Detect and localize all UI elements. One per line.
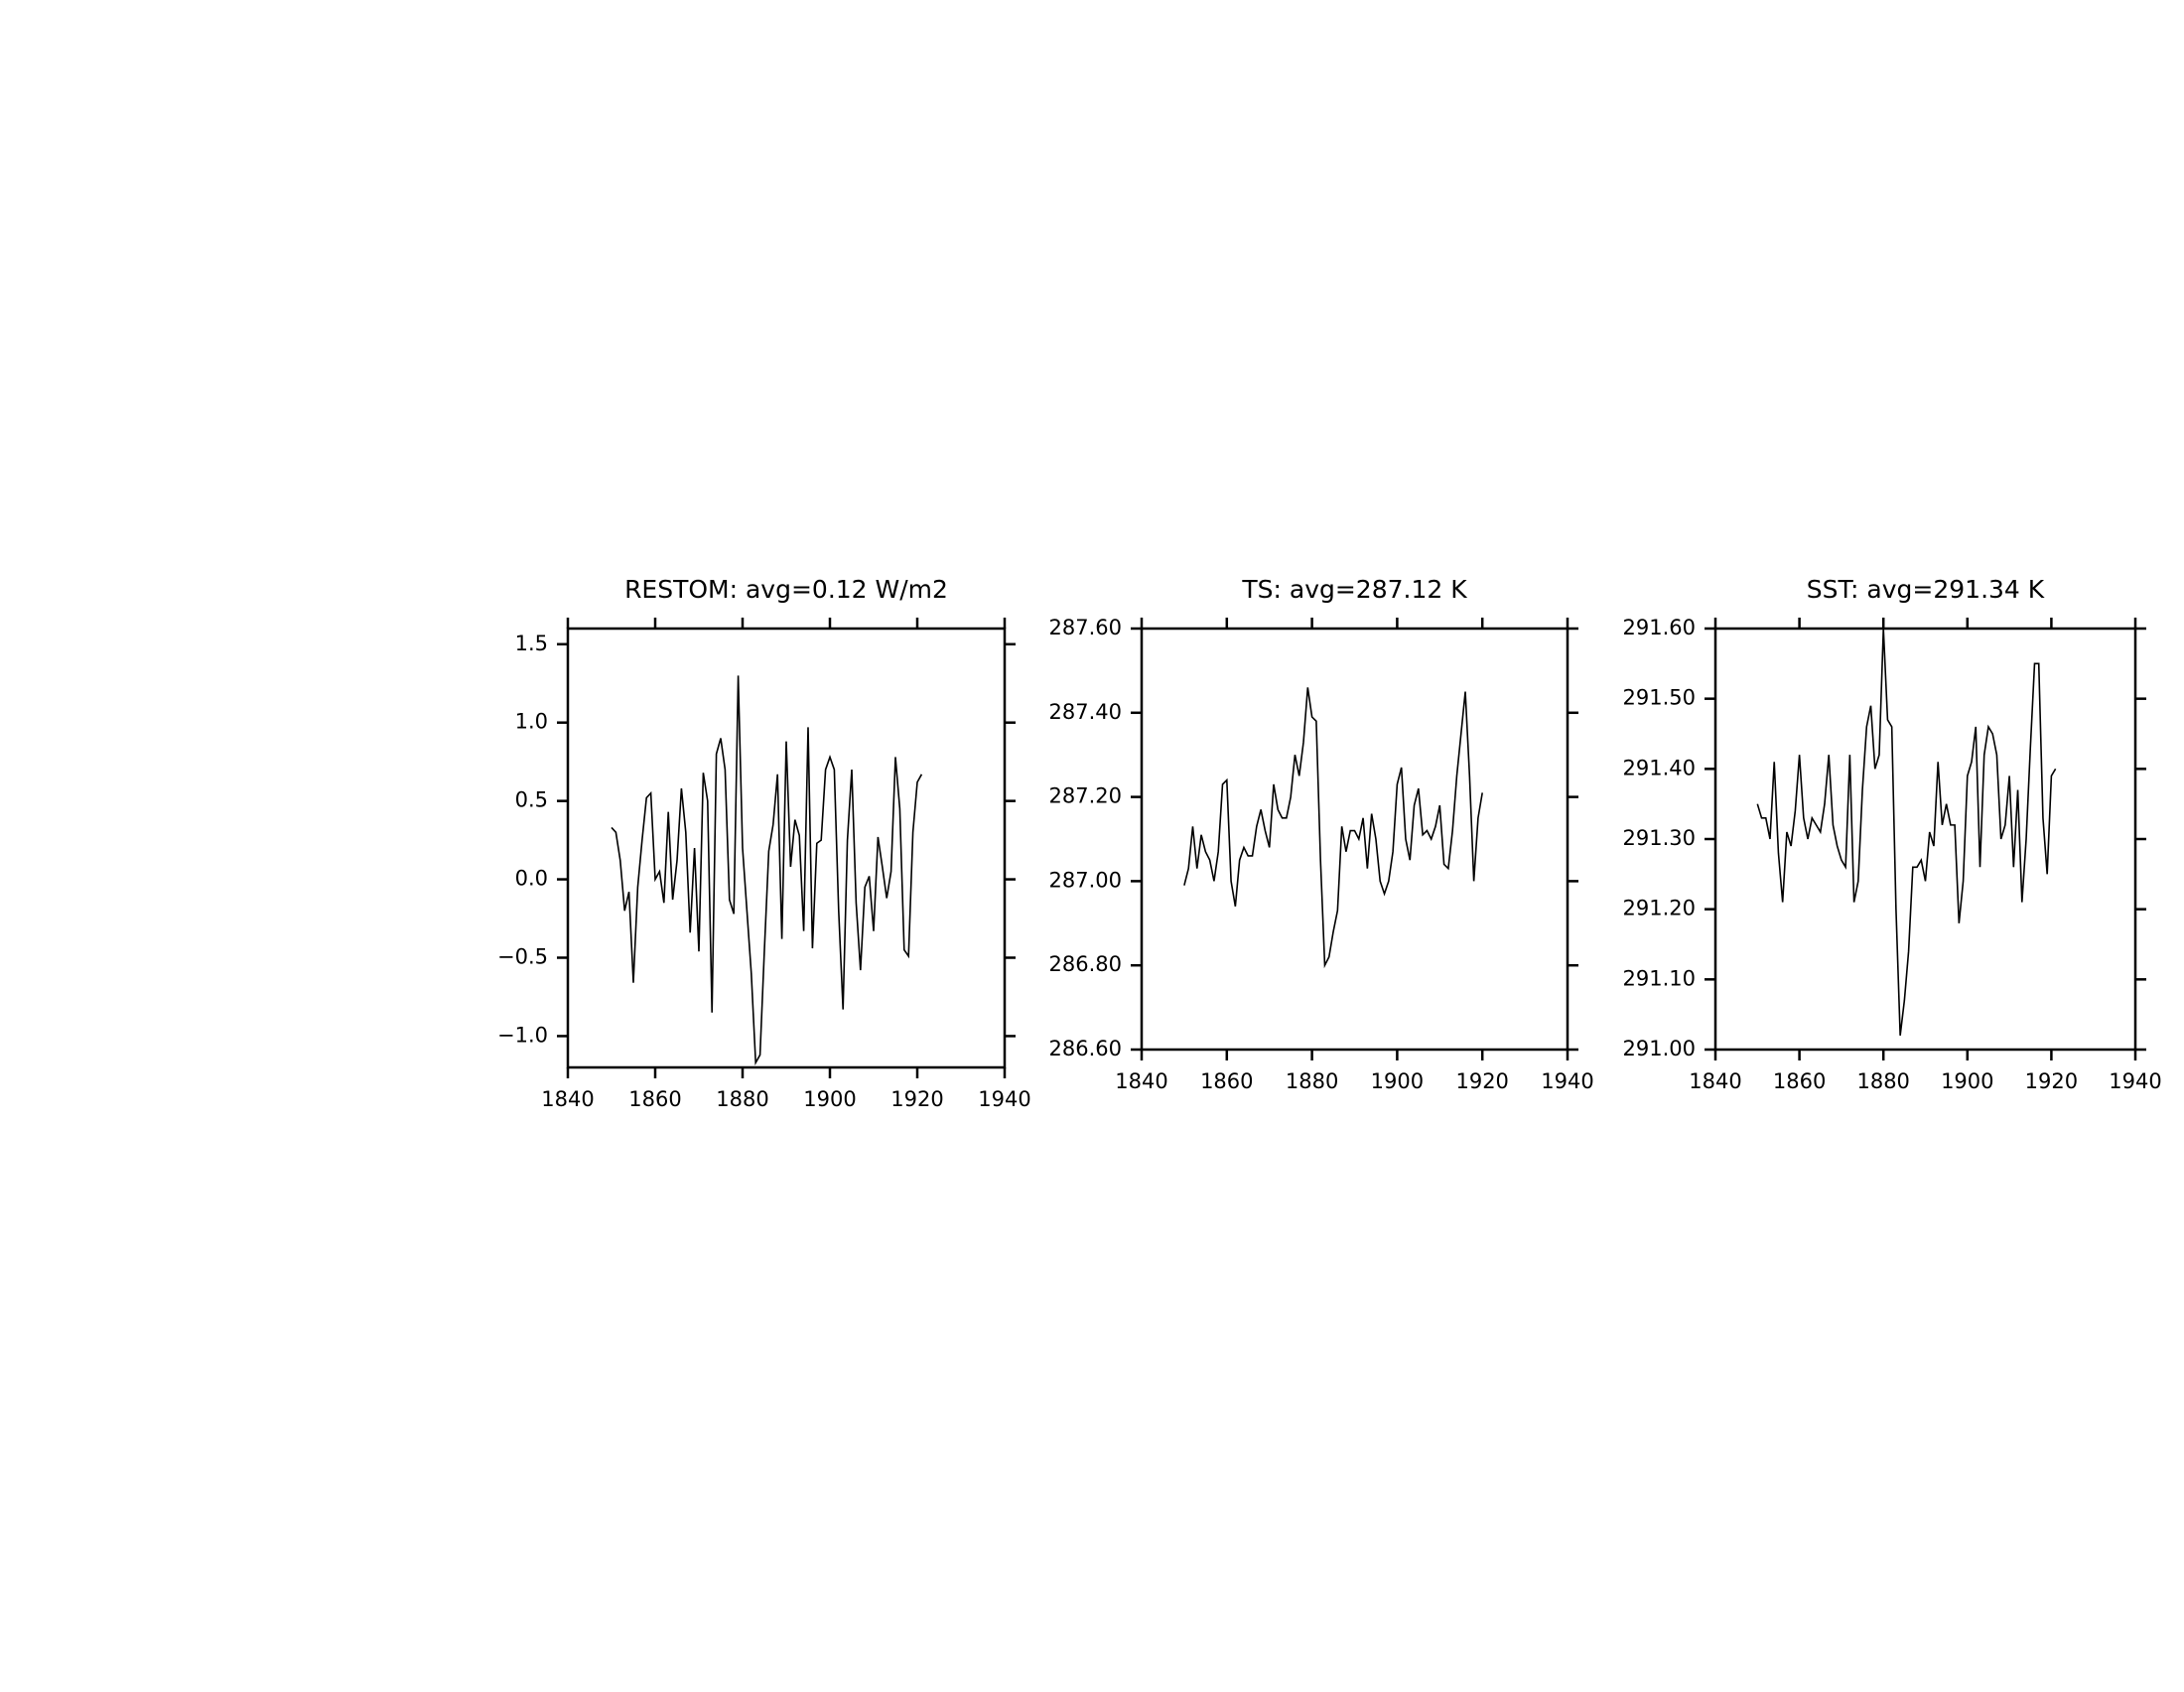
plot-frame — [566, 627, 1007, 1069]
data-line — [611, 675, 923, 1066]
y-tick-label: 1.0 — [515, 710, 548, 734]
y-tick-label: 291.30 — [1623, 826, 1696, 850]
y-tick-label: 287.00 — [1049, 868, 1122, 892]
x-tick-label: 1940 — [978, 1087, 1030, 1111]
x-tick-label: 1880 — [716, 1087, 768, 1111]
x-tick-label: 1900 — [1941, 1069, 1993, 1093]
y-tick-label: 286.60 — [1049, 1037, 1122, 1060]
y-tick-label: 0.0 — [515, 867, 548, 891]
x-tick-label: 1920 — [1455, 1069, 1508, 1093]
y-tick-label: 291.10 — [1623, 966, 1696, 990]
x-tick-label: 1920 — [890, 1087, 943, 1111]
x-tick-label: 1840 — [1689, 1069, 1741, 1093]
x-tick-label: 1860 — [1200, 1069, 1253, 1093]
chart-title: RESTOM: avg=0.12 W/m2 — [624, 575, 948, 604]
y-tick-label: 291.40 — [1623, 756, 1696, 779]
y-tick-label: 286.80 — [1049, 952, 1122, 976]
y-tick-label: 287.20 — [1049, 784, 1122, 808]
x-tick-label: 1860 — [1773, 1069, 1826, 1093]
y-tick-label: −1.0 — [497, 1023, 548, 1047]
data-line — [1183, 687, 1483, 969]
chart-title: SST: avg=291.34 K — [1807, 575, 2045, 604]
y-tick-label: 291.60 — [1623, 616, 1696, 639]
x-tick-label: 1880 — [1286, 1069, 1338, 1093]
y-tick-label: −0.5 — [497, 945, 548, 969]
y-tick-label: 291.00 — [1623, 1037, 1696, 1060]
data-line — [1756, 628, 2057, 1036]
x-tick-label: 1840 — [1115, 1069, 1167, 1093]
x-tick-label: 1880 — [1856, 1069, 1909, 1093]
x-tick-label: 1940 — [2109, 1069, 2161, 1093]
y-tick-label: 1.5 — [515, 632, 548, 655]
x-tick-label: 1900 — [1371, 1069, 1424, 1093]
x-tick-label: 1900 — [803, 1087, 856, 1111]
x-tick-label: 1940 — [1541, 1069, 1593, 1093]
x-tick-label: 1920 — [2025, 1069, 2078, 1093]
y-tick-label: 291.20 — [1623, 897, 1696, 920]
x-tick-label: 1860 — [628, 1087, 681, 1111]
y-tick-label: 0.5 — [515, 788, 548, 812]
y-tick-label: 287.40 — [1049, 700, 1122, 724]
plot-frame — [1140, 627, 1570, 1052]
y-tick-label: 287.60 — [1049, 616, 1122, 639]
chart-title: TS: avg=287.12 K — [1241, 575, 1467, 604]
y-tick-label: 291.50 — [1623, 686, 1696, 710]
x-tick-label: 1840 — [541, 1087, 594, 1111]
